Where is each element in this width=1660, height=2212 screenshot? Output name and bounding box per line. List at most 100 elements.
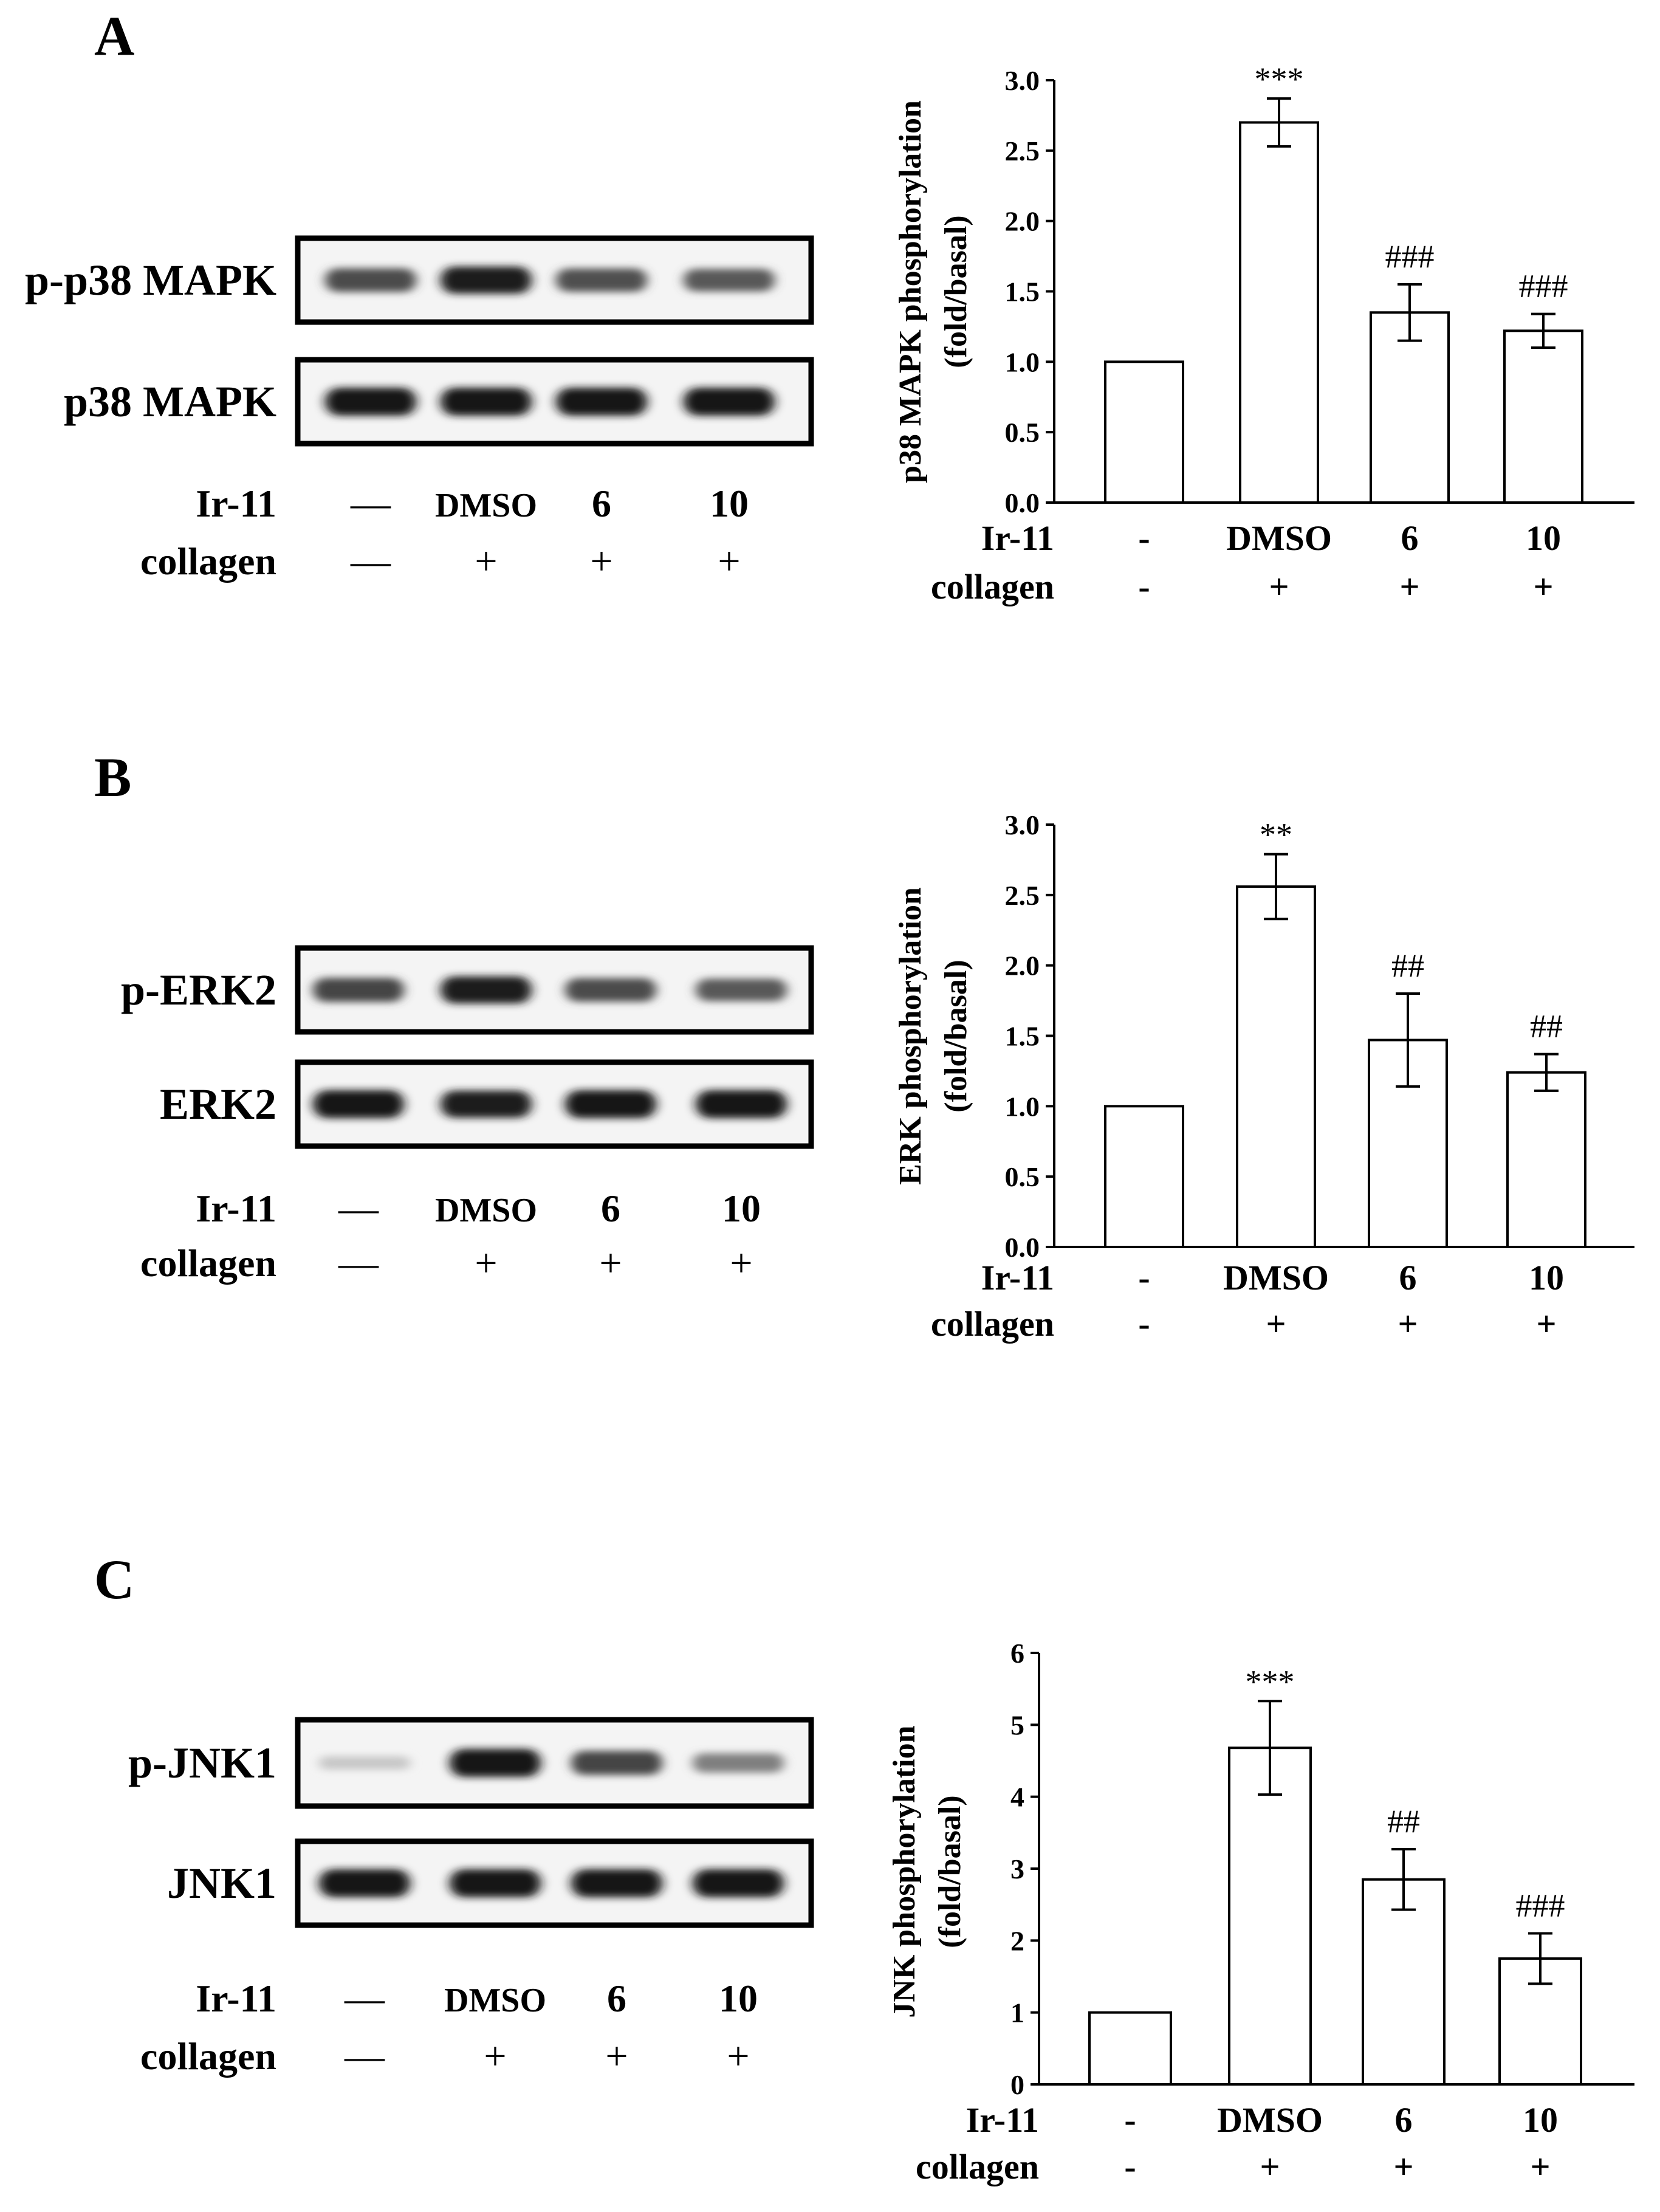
condition-label: Ir-11 <box>196 1187 276 1230</box>
condition-label: Ir-11 <box>196 482 276 525</box>
condition-value: DMSO <box>435 487 537 524</box>
x-tick-label: DMSO <box>1223 1258 1329 1297</box>
blot-label: p-ERK2 <box>121 966 276 1014</box>
condition-value: — <box>344 1976 385 2021</box>
y-tick-label: 5 <box>1010 1709 1024 1740</box>
y-axis-label: JNK phosphorylation <box>887 1725 922 2018</box>
y-tick-label: 4 <box>1010 1782 1024 1813</box>
panel-letter: A <box>94 5 134 67</box>
x-row-label: collagen <box>931 567 1054 606</box>
x-tick-label: 10 <box>1529 1258 1564 1297</box>
y-axis-label: (fold/basal) <box>933 1795 967 1948</box>
condition-value: + <box>730 1241 752 1285</box>
significance-label: ## <box>1530 1008 1563 1045</box>
x-tick-label: + <box>1530 2147 1550 2186</box>
blot-band <box>313 978 404 1002</box>
y-tick-label: 0 <box>1010 2069 1024 2100</box>
blot-band <box>441 1090 532 1118</box>
y-tick-label: 0.0 <box>1005 1232 1040 1263</box>
y-tick-label: 2.5 <box>1005 136 1040 167</box>
y-axis-label: p38 MAPK phosphorylation <box>893 100 928 483</box>
bar <box>1239 121 1319 504</box>
bar <box>1503 329 1583 504</box>
blot-band <box>693 1869 784 1897</box>
y-tick-label: 6 <box>1010 1638 1024 1669</box>
y-tick-label: 1.0 <box>1005 1091 1040 1122</box>
blot-band <box>565 1090 656 1118</box>
condition-value: — <box>350 539 391 583</box>
condition-value: DMSO <box>435 1192 537 1229</box>
x-tick-label: + <box>1533 567 1553 606</box>
condition-value: — <box>350 481 391 526</box>
x-tick-label: DMSO <box>1226 518 1332 558</box>
bar <box>1088 2011 1172 2086</box>
blot-band <box>556 268 647 292</box>
x-tick-label: - <box>1138 1304 1150 1344</box>
condition-value: + <box>475 1241 497 1285</box>
x-tick-label: + <box>1269 567 1289 606</box>
bar-chart: 0 1 2 3 4 5 6 JNK phosphorylation (fold/basal) **… <box>887 1638 1634 2186</box>
bar <box>1228 1747 1312 2086</box>
x-row-label: collagen <box>931 1304 1054 1344</box>
significance-label: ### <box>1519 268 1568 304</box>
y-tick-label: 0.5 <box>1005 417 1040 448</box>
y-tick-label: 3.0 <box>1005 809 1040 840</box>
blot-band <box>565 978 656 1002</box>
x-tick-label: + <box>1536 1304 1556 1344</box>
bar-chart: 0.0 0.5 1.0 1.5 2.0 2.5 3.0 p38 MAPK phosphoryl… <box>893 61 1634 606</box>
x-tick-label: 6 <box>1401 518 1419 558</box>
blot-label: p-JNK1 <box>128 1739 276 1787</box>
panel-C: Cp-JNK1 JNK1 Ir-11 — DMSO 6 10 collagen — + + +0 1 2 3… <box>94 1548 1634 2186</box>
condition-label: collagen <box>140 1242 276 1285</box>
x-tick-label: + <box>1393 2147 1413 2186</box>
significance-label: ### <box>1385 238 1435 275</box>
blot-band <box>450 1869 541 1897</box>
blot-label: ERK2 <box>160 1080 276 1128</box>
bar <box>1104 360 1184 504</box>
x-tick-label: 6 <box>1399 1258 1417 1297</box>
y-tick-label: 1 <box>1010 1997 1024 2028</box>
blot-label: JNK1 <box>167 1859 276 1908</box>
blot-band <box>325 388 416 416</box>
blot-strip: p-p38 MAPK <box>25 235 814 325</box>
blot-band <box>441 266 532 294</box>
bar <box>1362 1878 1446 2086</box>
blot-band <box>441 388 532 416</box>
condition-value: — <box>344 2034 385 2078</box>
condition-value: + <box>590 539 612 583</box>
blot-band <box>684 269 775 292</box>
significance-label: ## <box>1387 1803 1420 1839</box>
y-tick-label: 1.5 <box>1005 276 1040 307</box>
blot-strip: p38 MAPK <box>64 357 814 447</box>
condition-value: — <box>338 1241 379 1285</box>
y-tick-label: 0.0 <box>1005 487 1040 518</box>
condition-label: collagen <box>140 2035 276 2078</box>
x-tick-label: + <box>1398 1304 1418 1344</box>
y-axis-label: (fold/basal) <box>939 960 973 1112</box>
blot-strip: JNK1 <box>167 1838 814 1928</box>
x-tick-label: 10 <box>1523 2100 1558 2140</box>
blot-band <box>325 268 416 292</box>
significance-label: ### <box>1516 1887 1565 1924</box>
y-axis-label: (fold/basal) <box>939 215 973 368</box>
blot-band <box>684 388 775 416</box>
y-tick-label: 1.5 <box>1005 1021 1040 1052</box>
condition-value: + <box>718 539 740 583</box>
bar <box>1104 1105 1184 1249</box>
blot-label: p-p38 MAPK <box>25 256 276 304</box>
x-tick-label: - <box>1124 2147 1136 2186</box>
condition-value: + <box>475 539 497 583</box>
blot-band <box>441 976 532 1004</box>
y-tick-label: 3.0 <box>1005 65 1040 96</box>
condition-value: 10 <box>719 1977 758 2020</box>
y-tick-label: 3 <box>1010 1853 1024 1884</box>
blot-label: p38 MAPK <box>64 377 276 426</box>
x-tick-label: + <box>1266 1304 1286 1344</box>
y-tick-label: 2.5 <box>1005 880 1040 911</box>
y-tick-label: 2.0 <box>1005 950 1040 981</box>
condition-value: + <box>484 2034 506 2078</box>
x-tick-label: DMSO <box>1217 2100 1323 2140</box>
x-tick-label: - <box>1138 518 1150 558</box>
